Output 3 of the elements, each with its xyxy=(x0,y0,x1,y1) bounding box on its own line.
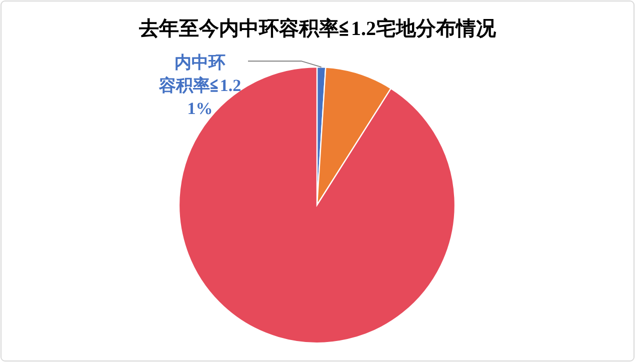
slice-label: 内中环容积率≦1.2 xyxy=(158,53,242,95)
data-label: 1% xyxy=(187,99,213,118)
chart-title: 去年至今内中环容积率≦1.2宅地分布情况 xyxy=(138,17,497,40)
